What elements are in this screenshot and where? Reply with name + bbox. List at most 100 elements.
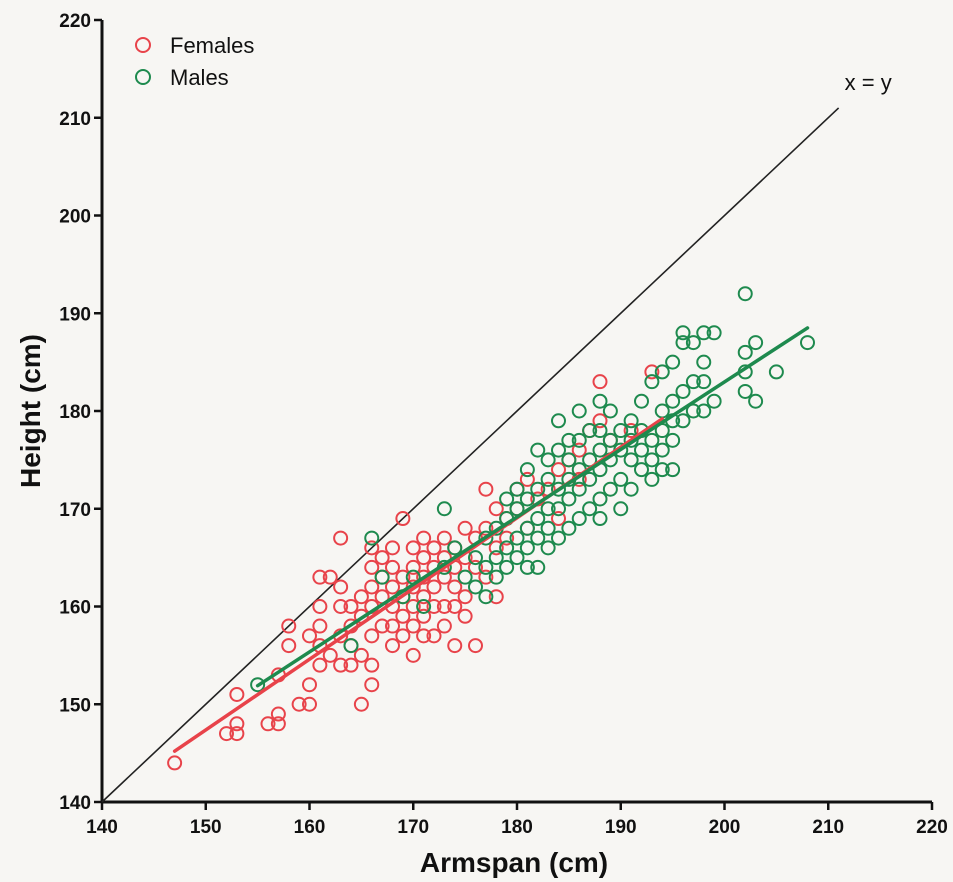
data-point-males (644, 432, 660, 448)
data-point-males (416, 599, 432, 614)
data-point-males (634, 442, 649, 458)
data-point-females (468, 638, 483, 654)
legend-label-females: Females (170, 33, 254, 58)
data-point-males (675, 383, 691, 399)
data-point-males (571, 403, 587, 419)
data-point-males (457, 569, 473, 585)
data-point-males (509, 481, 525, 497)
data-point-females (385, 618, 400, 634)
data-point-females (405, 618, 421, 634)
data-point-females (551, 462, 566, 478)
data-point-males (436, 501, 452, 517)
data-point-males (364, 530, 380, 546)
data-point-males (737, 383, 753, 399)
data-point-males (530, 511, 546, 527)
x-equals-y-line (101, 107, 840, 803)
y-tick-label: 140 (59, 793, 91, 814)
fit-lines (172, 326, 810, 753)
data-point-males (696, 325, 712, 341)
data-point-males (478, 589, 494, 605)
data-point-males (602, 432, 618, 448)
data-point-females (353, 647, 369, 663)
data-point-females (405, 599, 421, 614)
data-point-females (270, 706, 286, 722)
data-point-males (623, 452, 639, 468)
data-point-females (302, 628, 317, 644)
data-point-males (613, 423, 629, 439)
data-point-females (312, 599, 328, 614)
data-point-males (737, 344, 753, 360)
data-point-females (395, 608, 411, 624)
data-point-males (592, 442, 608, 458)
data-point-females (426, 579, 442, 595)
data-point-females (343, 599, 359, 614)
data-point-males (706, 325, 722, 341)
data-point-males (551, 442, 566, 458)
data-point-males (499, 491, 515, 507)
data-point-males (665, 462, 681, 478)
data-point-females (488, 589, 504, 605)
data-point-females (364, 657, 380, 673)
data-point-males (675, 335, 691, 351)
data-point-males (519, 520, 535, 536)
data-point-males (571, 432, 587, 448)
data-point-females (219, 726, 234, 742)
data-point-males (644, 471, 660, 487)
data-point-females (468, 559, 483, 575)
x-tick-label: 220 (916, 817, 948, 838)
data-point-females (436, 530, 452, 546)
data-point-males (592, 423, 608, 439)
data-point-females (364, 628, 380, 644)
y-tick-label: 190 (59, 304, 91, 325)
data-point-males (540, 540, 556, 556)
data-point-males (468, 579, 483, 595)
y-tick-label: 150 (59, 695, 91, 716)
data-point-males (582, 423, 598, 439)
y-axis-title: Height (cm) (15, 334, 46, 488)
legend: Females Males (135, 33, 254, 90)
data-point-females (405, 559, 421, 575)
data-point-females (416, 589, 432, 605)
data-point-females (322, 569, 338, 585)
data-point-males (634, 393, 649, 409)
x-tick-label: 180 (501, 817, 533, 838)
data-point-females (385, 579, 400, 595)
data-point-males (685, 335, 701, 351)
data-point-males (499, 559, 515, 575)
data-point-males (696, 354, 712, 370)
data-point-males (737, 286, 753, 302)
data-point-males (540, 501, 556, 517)
data-point-males (768, 364, 784, 380)
data-point-females (167, 755, 183, 771)
legend-marker-males (135, 69, 151, 85)
data-point-males (623, 481, 639, 497)
data-point-males (685, 374, 701, 390)
data-point-males (592, 393, 608, 409)
data-point-females (395, 569, 411, 585)
data-point-females (592, 374, 608, 390)
data-point-females (592, 413, 608, 429)
data-point-females (395, 628, 411, 644)
data-point-females (416, 550, 432, 566)
data-point-males (540, 452, 556, 468)
data-point-males (602, 403, 618, 419)
data-point-males (800, 335, 815, 351)
data-point-females (644, 364, 660, 380)
data-point-females (436, 569, 452, 585)
data-point-males (613, 501, 629, 517)
data-point-females (364, 579, 380, 595)
data-point-females (405, 647, 421, 663)
data-point-males (644, 374, 660, 390)
data-point-males (540, 520, 556, 536)
data-point-females (623, 423, 639, 439)
data-point-females (364, 677, 380, 693)
data-point-males (519, 491, 535, 507)
data-point-females (488, 540, 504, 556)
data-point-females (478, 481, 494, 497)
data-point-females (447, 579, 463, 595)
axes: 140 150 160 170 180 190 200 210 220 140 150 160 170… (59, 11, 948, 838)
data-point-males (675, 413, 691, 429)
data-point-males (509, 530, 525, 546)
data-point-males (654, 462, 670, 478)
